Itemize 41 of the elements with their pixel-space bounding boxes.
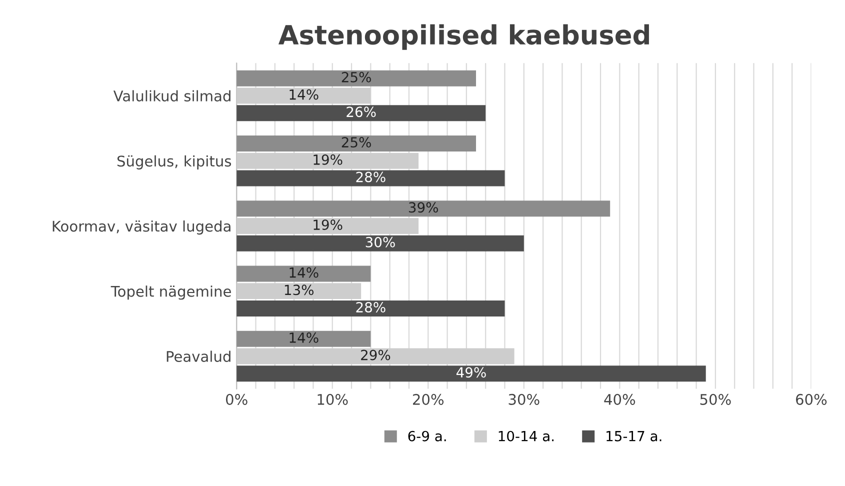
data-label: 28% <box>356 302 386 313</box>
x-tick-label: 20% <box>412 394 444 405</box>
bar <box>236 70 476 86</box>
data-label: 49% <box>456 367 486 378</box>
data-label: 14% <box>290 332 318 343</box>
x-tick-label: 0% <box>226 394 248 405</box>
legend-label: 10-14 a. <box>498 430 554 442</box>
y-tick-label: Koormav, väsitav lugeda <box>52 220 230 235</box>
legend-label: 15-17 a. <box>606 431 662 442</box>
data-label: 29% <box>361 350 390 360</box>
data-label: 13% <box>284 284 314 296</box>
data-label: 19% <box>314 220 342 230</box>
bar <box>236 105 486 122</box>
bar <box>236 330 371 347</box>
bar <box>236 235 524 252</box>
data-label: 19% <box>314 154 342 165</box>
data-label: 39% <box>408 202 438 213</box>
x-tick-label: 40% <box>604 394 636 405</box>
data-label: 30% <box>366 236 395 248</box>
data-label: 26% <box>346 106 376 118</box>
bar <box>236 200 610 217</box>
data-label: 14% <box>290 267 318 278</box>
y-tick-label: Sügelus, kipitus <box>117 155 232 170</box>
y-tick-label: Peavalud <box>166 350 230 362</box>
bar <box>236 300 505 316</box>
x-tick-label: 30% <box>508 394 540 405</box>
bar <box>236 170 505 186</box>
x-tick-label: 50% <box>700 394 731 405</box>
data-label: 14% <box>290 89 318 100</box>
bar <box>236 136 476 152</box>
x-tick-label: 60% <box>796 394 827 405</box>
y-tick-label: Valulikud silmad <box>113 90 230 102</box>
chart-title: Astenoopilised kaebused <box>278 24 649 50</box>
x-tick-label: 10% <box>318 394 348 405</box>
data-label: 28% <box>356 172 386 182</box>
legend-label: 6-9 a. <box>408 430 446 442</box>
data-label: 25% <box>342 72 371 82</box>
y-tick-label: Topelt nägemine <box>110 286 231 300</box>
data-label: 25% <box>342 137 371 148</box>
bar <box>236 366 706 382</box>
bar <box>236 266 371 282</box>
